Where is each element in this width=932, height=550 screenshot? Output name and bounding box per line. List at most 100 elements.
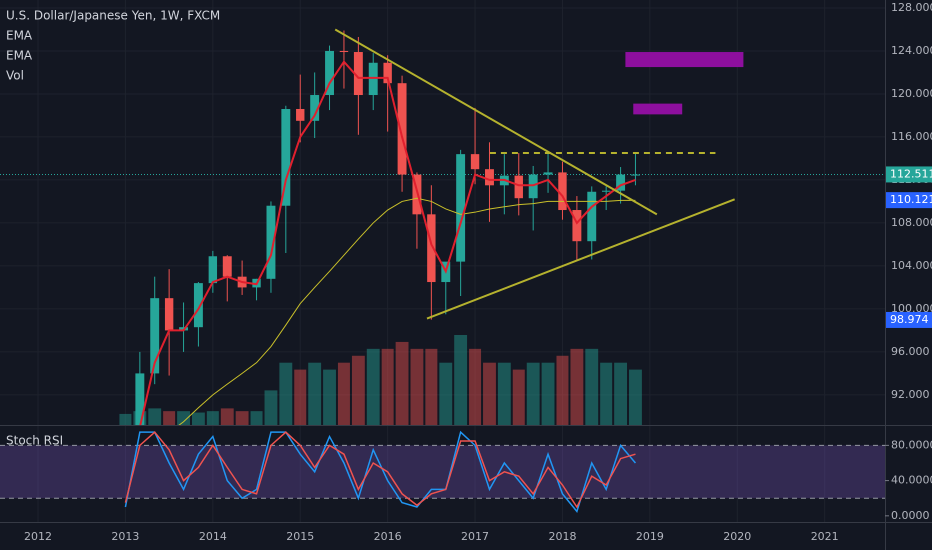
candle-body <box>296 108 305 121</box>
volume-bar <box>614 362 628 425</box>
volume-bar <box>381 348 394 425</box>
candle-body <box>281 108 291 206</box>
x-tick-label: 2021 <box>811 530 839 543</box>
y-tick-label: 116.000 <box>891 130 932 143</box>
candle-body <box>353 52 363 96</box>
candle-body <box>208 256 218 284</box>
stoch-pane <box>0 430 885 513</box>
y-tick-label: 40.0000 <box>891 474 932 487</box>
x-tick-label: 2019 <box>636 530 664 543</box>
y-tick-label: 96.000 <box>891 345 930 358</box>
candle-body <box>427 214 436 283</box>
y-tick-label: 92.000 <box>891 388 930 401</box>
trendline <box>426 198 736 320</box>
x-tick-label: 2020 <box>723 530 751 543</box>
volume-bar <box>395 341 409 425</box>
volume-bar <box>294 369 307 425</box>
legend-entry: Vol <box>6 69 24 83</box>
candle-body <box>383 62 392 84</box>
volume-bar <box>308 362 322 425</box>
zone-rect <box>625 52 744 68</box>
candle-body <box>485 169 494 186</box>
candle-body <box>528 174 538 199</box>
volume-bar <box>570 348 584 425</box>
legend-entry: EMA <box>6 49 33 63</box>
volume-bar <box>191 412 205 425</box>
price-label-box <box>886 192 932 209</box>
volume-bar <box>497 362 511 425</box>
volume-bar <box>279 362 293 425</box>
volume-bar <box>163 411 176 425</box>
volume-bar <box>600 362 613 425</box>
zone-rect <box>633 103 683 115</box>
candle-body <box>558 172 567 211</box>
x-tick-label: 2014 <box>199 530 227 543</box>
y-tick-label: 80.0000 <box>891 438 932 451</box>
y-tick-label: 124.000 <box>891 44 932 57</box>
x-tick-label: 2012 <box>24 530 52 543</box>
candle-body <box>572 210 582 242</box>
volume-bar <box>148 408 162 425</box>
volume-bar <box>410 348 424 425</box>
x-tick-label: 2015 <box>286 530 314 543</box>
volume-bar <box>483 362 496 425</box>
ema-line <box>139 60 636 425</box>
x-tick-label: 2017 <box>461 530 489 543</box>
volume-bar <box>206 411 219 425</box>
y-tick-label: 100.000 <box>891 302 932 315</box>
stoch-d <box>124 431 636 509</box>
candle-body <box>514 175 523 199</box>
candle-body <box>222 256 232 277</box>
volume-bar <box>119 413 132 425</box>
price-label-box <box>886 311 932 328</box>
price-label-box <box>886 166 932 183</box>
candle-body <box>193 283 203 328</box>
y-tick-label: 120.000 <box>891 87 932 100</box>
candle-body <box>616 174 626 191</box>
volume-bar <box>351 355 365 425</box>
price-label: 98.974 <box>890 313 929 326</box>
volume-bar <box>439 362 453 425</box>
candle-body <box>456 154 466 262</box>
chart-title: U.S. Dollar/Japanese Yen, 1W, FXCM <box>6 9 220 23</box>
trendline <box>334 28 658 216</box>
candle-body <box>150 298 160 374</box>
volume-bar <box>220 408 234 425</box>
candle-body <box>470 154 480 170</box>
volume-bar <box>454 335 468 425</box>
price-pane <box>0 28 885 425</box>
grid <box>0 0 885 522</box>
x-tick-label: 2013 <box>111 530 139 543</box>
candle-body <box>325 50 334 96</box>
candle-body <box>587 191 597 242</box>
volume-bar <box>264 390 278 425</box>
y-tick-label: 128.000 <box>891 1 932 14</box>
candle-body <box>601 190 611 192</box>
volume-bar <box>629 369 642 425</box>
candle-body <box>135 373 145 425</box>
volume-bar <box>177 411 190 425</box>
volume-bar <box>556 355 569 425</box>
y-tick-label: 0.0000 <box>891 509 930 522</box>
candle-body <box>368 62 378 96</box>
candle-body <box>310 95 320 121</box>
price-label: 110.121 <box>890 193 932 206</box>
volume-bar <box>469 348 482 425</box>
candle-body <box>164 298 174 331</box>
legend-entry: EMA <box>6 29 33 43</box>
stoch-k <box>124 430 637 513</box>
volume-bar <box>512 369 525 425</box>
pane-title: Stoch RSI <box>6 434 63 448</box>
volume-bar <box>235 411 249 425</box>
y-tick-label: 104.000 <box>891 259 932 272</box>
volume-bar <box>526 362 540 425</box>
x-tick-label: 2016 <box>374 530 402 543</box>
volume-bar <box>323 369 336 425</box>
candle-body <box>543 172 553 175</box>
x-tick-label: 2018 <box>548 530 576 543</box>
volume-bar <box>366 348 380 425</box>
ema-line <box>178 197 636 425</box>
